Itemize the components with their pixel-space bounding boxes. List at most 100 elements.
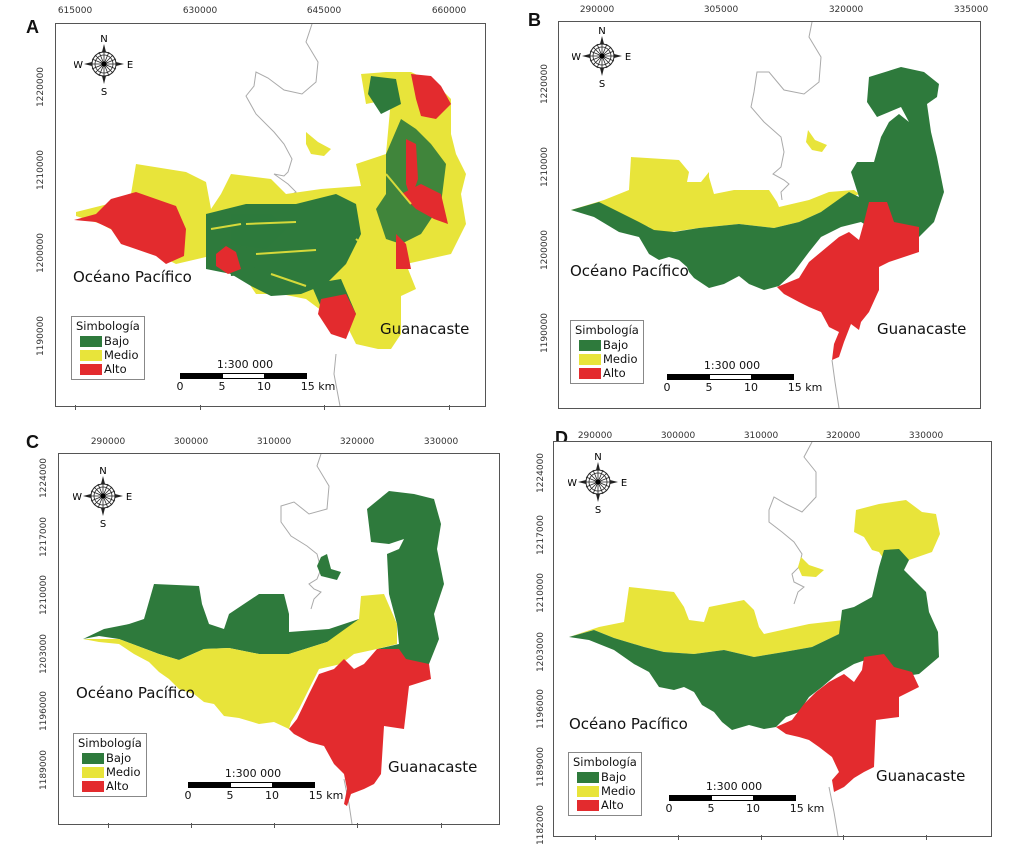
x-tick-label: 615000 <box>57 6 93 16</box>
x-tick-label: 320000 <box>339 437 375 447</box>
svg-text:S: S <box>599 79 605 88</box>
scale-segment <box>230 783 273 787</box>
y-tick-label: 1203000 <box>536 631 546 673</box>
texture-stripes <box>210 173 412 287</box>
region-medio <box>571 157 859 232</box>
tick-mark <box>843 835 844 840</box>
scale-label: 5 <box>226 789 234 802</box>
scale-ratio: 1:300 000 <box>705 780 763 793</box>
map-canvas <box>571 22 944 408</box>
map-panel-d: D 290000 300000 310000 320000 330000 122… <box>500 420 1013 850</box>
panel-letter: C <box>26 432 39 452</box>
legend-item: Alto <box>575 366 639 380</box>
svg-text:E: E <box>625 52 631 63</box>
panel-letter: B <box>528 10 541 30</box>
compass-rose-icon: N S W E <box>72 466 132 530</box>
legend-item: Medio <box>78 765 142 779</box>
y-tick-label: 1210000 <box>540 146 550 188</box>
y-tick-label: 1189000 <box>536 746 546 788</box>
legend-swatch <box>82 780 104 792</box>
province-boundary <box>768 442 817 605</box>
tick-mark <box>274 823 275 828</box>
y-tick-label: 1189000 <box>39 749 49 791</box>
north-arrow-compass: N S W E <box>72 464 133 530</box>
ocean-label: Océano Pacífico <box>76 684 195 702</box>
map-frame: Océano Pacífico Guanacaste N S W E Simbo… <box>55 23 486 407</box>
svg-text:S: S <box>101 87 107 96</box>
x-tick-label: 290000 <box>579 5 615 15</box>
province-label: Guanacaste <box>380 320 470 338</box>
province-boundary <box>343 778 353 824</box>
scale-segment <box>711 796 754 800</box>
y-tick-label: 1196000 <box>536 688 546 730</box>
legend-item: Medio <box>573 784 637 798</box>
region-bajo <box>226 76 401 329</box>
y-tick-label: 1200000 <box>36 232 46 274</box>
tick-mark <box>191 823 192 828</box>
y-tick-label: 1220000 <box>36 66 46 108</box>
scale-label: 10 <box>257 380 271 393</box>
tick-mark <box>75 405 76 410</box>
scale-bar: 1:300 000 0 5 10 15 km <box>177 358 336 398</box>
legend-label: Bajo <box>601 770 627 784</box>
scale-label: 0 <box>665 802 673 815</box>
svg-text:N: N <box>100 34 107 45</box>
y-tick-label: 1196000 <box>39 690 49 732</box>
legend-label: Bajo <box>106 751 132 765</box>
region-medio <box>854 500 940 570</box>
scale-bar: 1:300 000 0 5 10 15 km <box>664 359 823 399</box>
region-bajo <box>231 119 446 249</box>
legend-swatch <box>80 335 102 347</box>
svg-text:W: W <box>568 478 577 489</box>
legend-title: Simbología <box>78 736 142 750</box>
region-bajo <box>83 584 359 660</box>
y-tick-label: 1210000 <box>39 574 49 616</box>
x-tick-label: 305000 <box>703 5 739 15</box>
legend-swatch <box>80 363 102 375</box>
tick-mark <box>926 835 927 840</box>
legend: Simbología Bajo Medio Alto <box>568 752 642 816</box>
svg-text:N: N <box>99 466 106 477</box>
region-alto <box>776 654 919 792</box>
legend-swatch <box>579 367 601 379</box>
map-panel-b: B 290000 305000 320000 335000 1220000 12… <box>500 0 1013 420</box>
panel-letter: A <box>26 17 39 37</box>
region-alto <box>411 74 451 119</box>
map-frame: Océano Pacífico Guanacaste N S W E Simbo… <box>558 21 981 409</box>
x-tick-label: 630000 <box>182 6 218 16</box>
region-medio <box>569 587 844 657</box>
legend-label: Bajo <box>104 334 130 348</box>
svg-text:W: W <box>74 60 83 71</box>
scale-bar-segments <box>669 795 796 801</box>
y-tick-label: 1217000 <box>39 516 49 558</box>
compass-rose-icon: N S W E <box>73 34 133 98</box>
province-label: Guanacaste <box>877 320 967 338</box>
legend: Simbología Bajo Medio Alto <box>71 316 145 380</box>
svg-text:S: S <box>100 519 106 528</box>
region-alto <box>289 649 431 806</box>
tick-mark <box>761 835 762 840</box>
scale-bar: 1:300 000 0 5 10 15 km <box>185 767 344 807</box>
scale-ratio: 1:300 000 <box>216 358 274 371</box>
y-tick-label: 1200000 <box>540 229 550 271</box>
legend: Simbología Bajo Medio Alto <box>73 733 147 797</box>
scale-label: 15 km <box>789 802 825 815</box>
scale-label: 15 km <box>308 789 344 802</box>
tick-mark <box>200 405 201 410</box>
region-bajo <box>571 67 944 290</box>
map-frame: Océano Pacífico Guanacaste N S W E Simbo… <box>553 441 992 837</box>
tick-mark <box>324 405 325 410</box>
region-bajo <box>317 554 341 580</box>
region-medio <box>798 557 824 577</box>
region-alto <box>777 202 919 360</box>
legend-title: Simbología <box>76 319 140 333</box>
scale-label: 10 <box>744 381 758 394</box>
legend-swatch <box>579 339 601 351</box>
ocean-label: Océano Pacífico <box>570 262 689 280</box>
y-tick-label: 1220000 <box>540 63 550 105</box>
region-bajo <box>367 491 444 676</box>
scale-label: 15 km <box>300 380 336 393</box>
legend-item: Medio <box>575 352 639 366</box>
legend-swatch <box>577 799 599 811</box>
legend-label: Alto <box>106 779 129 793</box>
